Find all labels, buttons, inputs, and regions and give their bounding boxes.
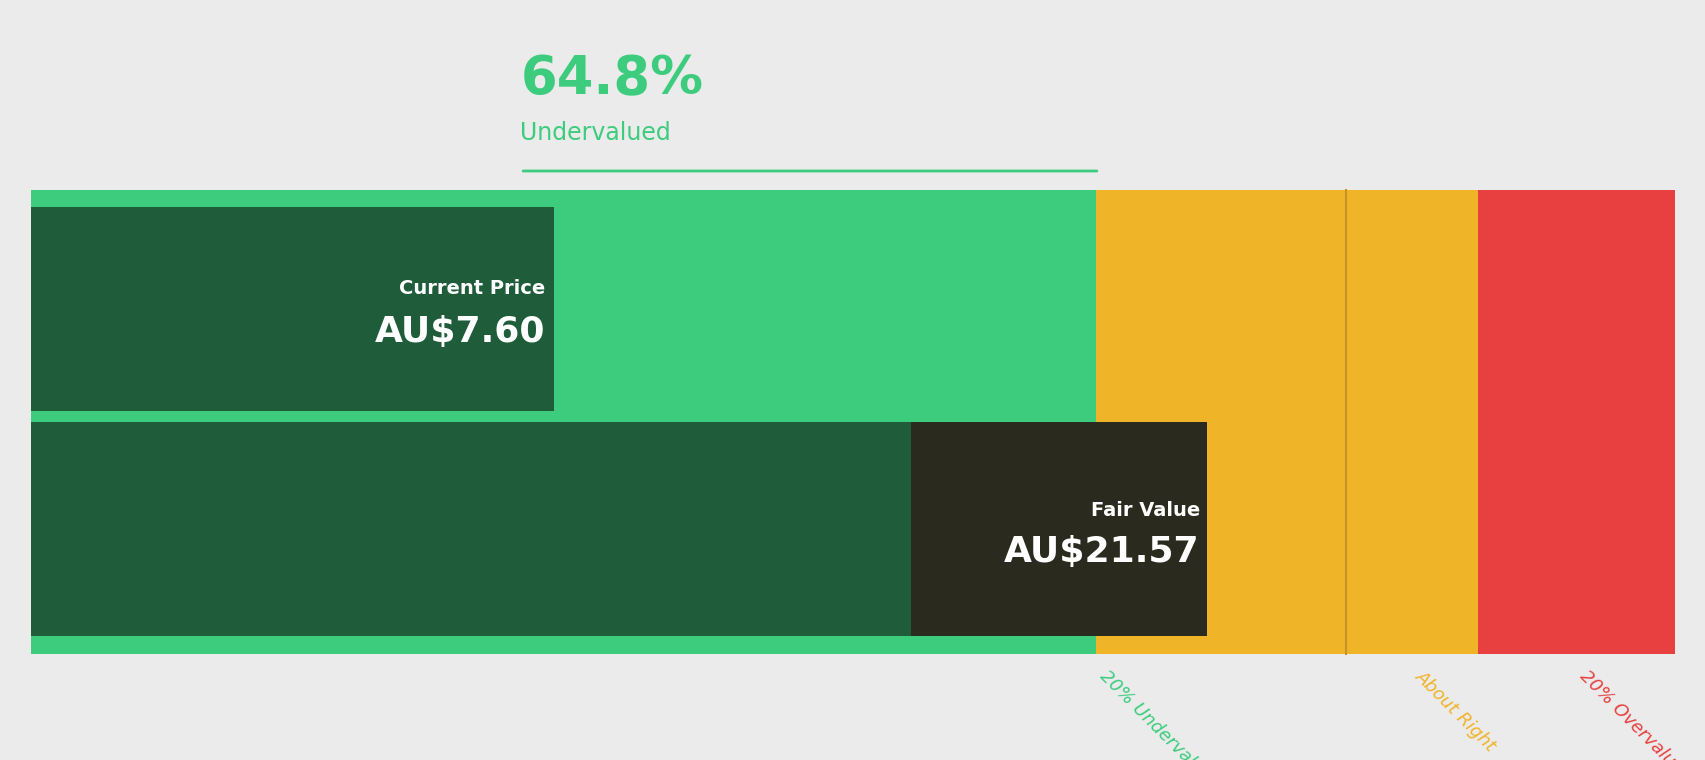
Text: AU$21.57: AU$21.57 — [1004, 535, 1199, 568]
Text: Undervalued: Undervalued — [520, 121, 670, 145]
Bar — [1096, 190, 1345, 654]
Text: Current Price: Current Price — [399, 279, 546, 298]
Text: About Right: About Right — [1412, 667, 1499, 755]
Bar — [910, 422, 1205, 636]
Text: Fair Value: Fair Value — [1089, 501, 1199, 520]
Text: 64.8%: 64.8% — [520, 54, 702, 106]
Bar — [1477, 190, 1674, 654]
Text: AU$7.60: AU$7.60 — [375, 315, 546, 349]
Text: 20% Undervalued: 20% Undervalued — [1096, 667, 1222, 760]
Bar — [31, 422, 1096, 636]
Bar — [31, 190, 1096, 654]
Text: 20% Overvalued: 20% Overvalued — [1575, 667, 1695, 760]
Bar — [1345, 190, 1477, 654]
Bar — [31, 207, 554, 411]
